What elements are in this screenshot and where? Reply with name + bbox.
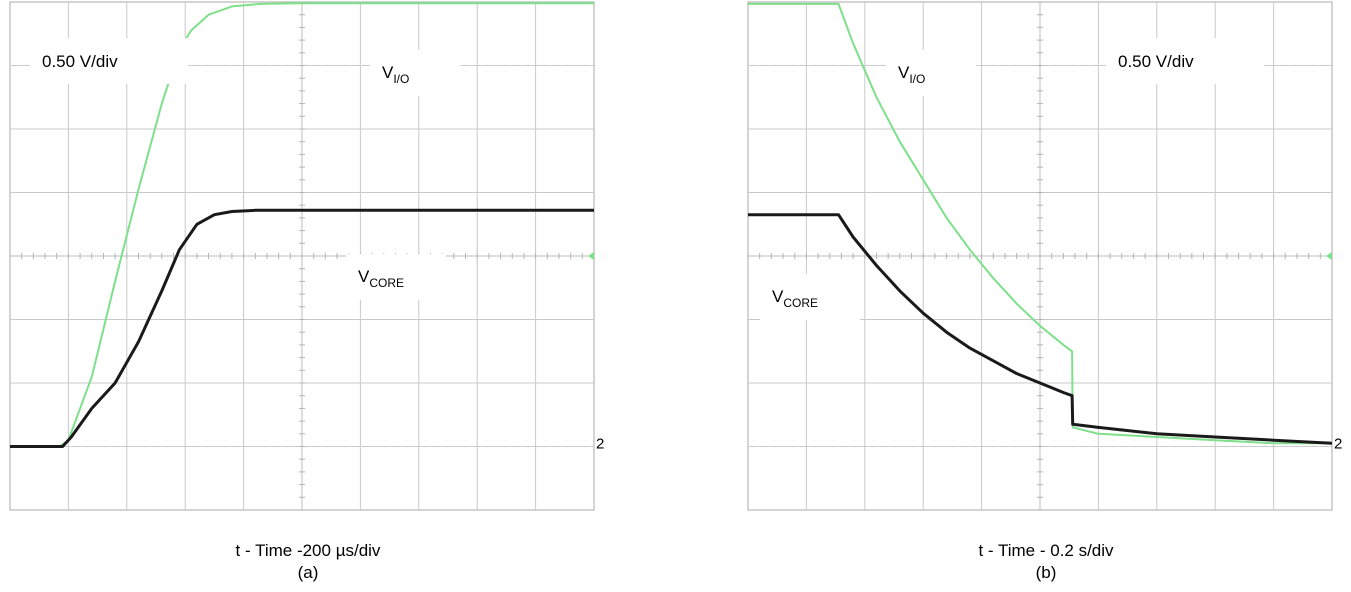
signal-label-box-vcore — [760, 274, 860, 320]
scale-label-box-b — [1106, 38, 1264, 84]
signal-label-box-vio — [886, 50, 976, 96]
signal-label-vio-a: VI/O — [382, 63, 409, 86]
trace-vcore-b — [748, 213, 1333, 445]
panel-label-b: (b) — [1035, 563, 1057, 582]
trigger-marker-icon — [1326, 252, 1332, 260]
x-axis-label-a: t - Time -200 µs/div — [235, 541, 381, 560]
trace-vio-b — [748, 2, 1332, 445]
panel-label-a: (a) — [297, 563, 319, 582]
signal-label-vcore-b: VCORE — [772, 287, 818, 310]
signal-label-vio-b: VI/O — [898, 63, 925, 86]
plot-a-svg: 2 0.50 V/div VI/O VCORE — [9, 1, 604, 511]
plot-b-svg: 2 0.50 V/div VI/O VCORE — [747, 1, 1342, 511]
trace-vio-a — [10, 2, 594, 448]
caption-a: t - Time -200 µs/div (a) — [8, 540, 608, 584]
trace-vcore-a — [10, 208, 594, 448]
scale-label-b: 0.50 V/div — [1118, 52, 1194, 71]
oscilloscope-plot-b: 2 0.50 V/div VI/O VCORE — [746, 0, 1346, 532]
channel-marker-a: 2 — [596, 436, 604, 453]
scale-label-box-a — [30, 38, 188, 84]
caption-b: t - Time - 0.2 s/div (b) — [746, 540, 1346, 584]
x-axis-label-b: t - Time - 0.2 s/div — [978, 541, 1114, 560]
signal-label-vcore-a: VCORE — [358, 267, 404, 290]
signal-label-box-vcore — [346, 254, 446, 300]
channel-marker-b: 2 — [1334, 436, 1342, 453]
signal-label-box-vio — [370, 50, 460, 96]
scale-label-a: 0.50 V/div — [42, 52, 118, 71]
center-axes-b — [747, 1, 1333, 511]
oscilloscope-plot-a: 2 0.50 V/div VI/O VCORE — [8, 0, 608, 532]
trigger-marker-icon — [588, 252, 594, 260]
